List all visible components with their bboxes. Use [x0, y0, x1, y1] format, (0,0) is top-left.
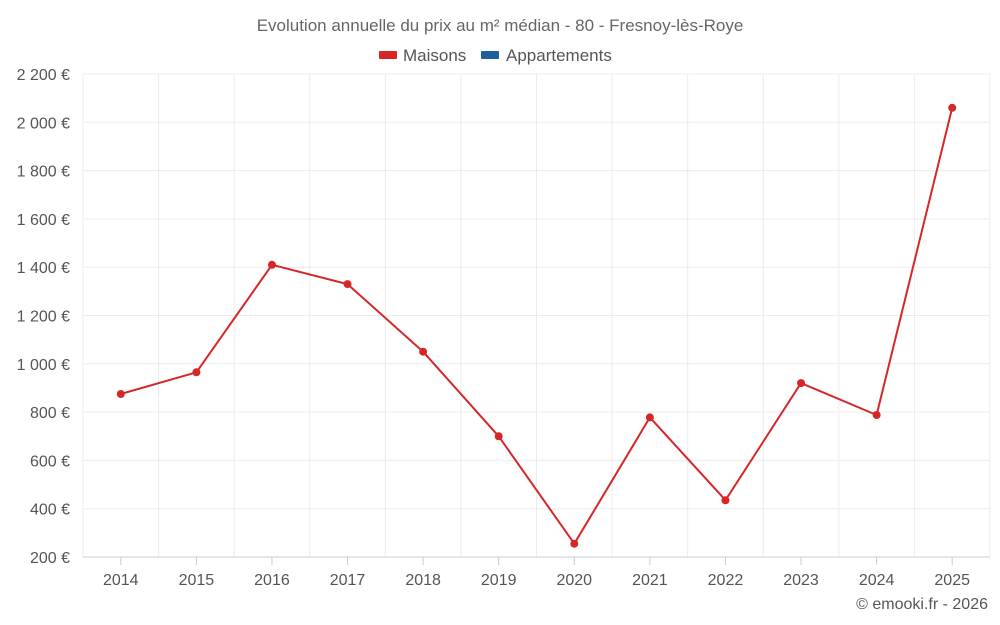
x-tick-label: 2024: [859, 572, 895, 589]
x-tick-label: 2016: [254, 572, 290, 589]
y-tick-label: 1 400 €: [17, 260, 70, 277]
y-tick-label: 2 000 €: [17, 115, 70, 132]
x-axis: 2014 2015 2016 2017 2018 2019 2020 2021 2022 2023…: [83, 556, 990, 589]
legend-swatch-appartements: [481, 51, 499, 59]
legend-swatch-maisons: [379, 51, 397, 59]
x-tick-label: 2014: [103, 572, 139, 589]
x-tick-label: 2022: [708, 572, 744, 589]
x-tick-label: 2020: [556, 572, 592, 589]
y-tick-label: 600 €: [30, 453, 70, 470]
y-axis: 200 € 400 € 600 € 800 € 1 000 € 1 200 € 1 400 …: [17, 67, 70, 567]
y-tick-label: 200 €: [30, 550, 70, 567]
y-tick-label: 1 200 €: [17, 309, 70, 326]
x-tick-label: 2017: [330, 572, 366, 589]
data-point-maisons[interactable]: [116, 389, 125, 398]
data-point-maisons[interactable]: [721, 496, 730, 505]
grid: [82, 73, 991, 557]
legend-item-appartements[interactable]: Appartements: [481, 46, 612, 65]
data-point-maisons[interactable]: [419, 347, 428, 356]
y-tick-label: 1 000 €: [17, 357, 70, 374]
data-point-maisons[interactable]: [267, 260, 276, 269]
legend-label-appartements: Appartements: [506, 46, 612, 65]
y-tick-label: 1 800 €: [17, 164, 70, 181]
data-point-maisons[interactable]: [192, 368, 201, 377]
data-point-maisons[interactable]: [343, 280, 352, 289]
x-tick-label: 2023: [783, 572, 819, 589]
data-point-maisons[interactable]: [494, 432, 503, 441]
legend: Maisons Appartements: [379, 46, 612, 65]
data-point-maisons[interactable]: [645, 413, 654, 422]
x-tick-label: 2021: [632, 572, 668, 589]
y-tick-label: 2 200 €: [17, 67, 70, 84]
x-tick-label: 2018: [405, 572, 441, 589]
data-point-maisons[interactable]: [872, 410, 881, 419]
data-point-maisons[interactable]: [570, 539, 579, 548]
x-tick-label: 2019: [481, 572, 517, 589]
chart-title: Evolution annuelle du prix au m² médian …: [257, 16, 744, 35]
y-tick-label: 1 600 €: [17, 212, 70, 229]
legend-label-maisons: Maisons: [403, 46, 466, 65]
credit-text: © emooki.fr - 2026: [856, 596, 988, 613]
y-tick-label: 800 €: [30, 405, 70, 422]
y-tick-label: 400 €: [30, 502, 70, 519]
series-line-maisons: [120, 107, 954, 545]
legend-item-maisons[interactable]: Maisons: [379, 46, 466, 65]
x-tick-label: 2015: [179, 572, 215, 589]
plot-area: [116, 103, 957, 548]
data-point-maisons[interactable]: [797, 379, 806, 388]
x-tick-label: 2025: [934, 572, 970, 589]
data-point-maisons[interactable]: [948, 103, 957, 112]
